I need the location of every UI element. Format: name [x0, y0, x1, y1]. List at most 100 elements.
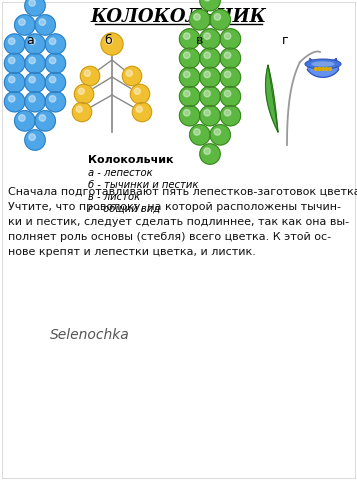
Circle shape	[210, 10, 230, 30]
Circle shape	[25, 0, 45, 16]
Polygon shape	[307, 59, 338, 77]
Circle shape	[49, 57, 56, 64]
Circle shape	[9, 76, 15, 83]
Circle shape	[15, 15, 35, 35]
Text: полняет роль основы (стебля) всего цветка. К этой ос-: полняет роль основы (стебля) всего цветк…	[8, 232, 331, 242]
Circle shape	[49, 96, 56, 102]
Circle shape	[194, 13, 200, 20]
Circle shape	[25, 72, 45, 93]
Circle shape	[76, 106, 82, 112]
Text: б - тычинки и пестик: б - тычинки и пестик	[88, 180, 198, 190]
Circle shape	[35, 110, 55, 131]
Circle shape	[200, 106, 220, 126]
Circle shape	[194, 129, 200, 135]
Circle shape	[224, 52, 231, 59]
Circle shape	[126, 70, 132, 76]
Circle shape	[224, 33, 231, 39]
Circle shape	[180, 29, 200, 49]
Circle shape	[29, 76, 35, 83]
Circle shape	[35, 15, 55, 35]
Circle shape	[204, 52, 210, 59]
Circle shape	[322, 68, 325, 71]
Circle shape	[39, 115, 46, 121]
Circle shape	[315, 68, 317, 71]
Circle shape	[25, 34, 45, 54]
Circle shape	[25, 92, 45, 112]
Circle shape	[45, 53, 66, 73]
Circle shape	[325, 68, 328, 71]
Circle shape	[204, 109, 210, 116]
Text: Сначала подготавливают пять лепестков-заготовок цветка, тычинки с пестиками и ли: Сначала подготавливают пять лепестков-за…	[8, 187, 357, 197]
Circle shape	[200, 67, 220, 87]
Circle shape	[224, 90, 231, 97]
Text: Учтите, что проволоку, на которой расположены тычин-: Учтите, что проволоку, на которой распол…	[8, 202, 341, 212]
Text: б: б	[104, 34, 112, 47]
Text: а: а	[26, 34, 34, 47]
Circle shape	[74, 84, 94, 104]
Circle shape	[9, 57, 15, 64]
Ellipse shape	[305, 59, 341, 69]
Circle shape	[204, 33, 210, 39]
Circle shape	[25, 130, 45, 150]
Circle shape	[19, 115, 25, 121]
Circle shape	[183, 71, 190, 78]
Circle shape	[204, 148, 210, 155]
Circle shape	[105, 37, 112, 45]
Circle shape	[180, 106, 200, 126]
Circle shape	[210, 125, 230, 145]
Polygon shape	[266, 65, 278, 132]
Text: Selenochka: Selenochka	[50, 328, 130, 342]
Circle shape	[180, 67, 200, 87]
Text: КОЛОКОЛЬЧИК: КОЛОКОЛЬЧИК	[90, 8, 266, 26]
Circle shape	[220, 29, 241, 49]
Circle shape	[183, 109, 190, 116]
Circle shape	[214, 129, 221, 135]
Circle shape	[200, 29, 220, 49]
Text: г: г	[282, 34, 288, 47]
Circle shape	[200, 86, 220, 107]
Circle shape	[220, 48, 241, 68]
Circle shape	[122, 66, 142, 86]
Text: в: в	[196, 34, 204, 47]
Circle shape	[190, 125, 210, 145]
Circle shape	[214, 13, 221, 20]
Circle shape	[19, 19, 25, 25]
Circle shape	[183, 33, 190, 39]
Text: нове крепят и лепестки цветка, и листик.: нове крепят и лепестки цветка, и листик.	[8, 247, 256, 257]
Circle shape	[72, 102, 92, 122]
Circle shape	[29, 57, 35, 64]
Text: ки и пестик, следует сделать подлиннее, так как она вы-: ки и пестик, следует сделать подлиннее, …	[8, 217, 349, 227]
Circle shape	[224, 109, 231, 116]
Circle shape	[29, 0, 35, 6]
Circle shape	[180, 48, 200, 68]
Circle shape	[328, 68, 331, 71]
Circle shape	[220, 106, 241, 126]
Circle shape	[39, 19, 46, 25]
Circle shape	[180, 86, 200, 107]
Circle shape	[25, 53, 45, 73]
Circle shape	[134, 88, 140, 95]
Circle shape	[220, 67, 241, 87]
Circle shape	[4, 92, 25, 112]
Circle shape	[29, 38, 35, 45]
Circle shape	[78, 88, 84, 95]
Circle shape	[4, 53, 25, 73]
Circle shape	[29, 134, 35, 141]
Text: Колокольчик: Колокольчик	[88, 155, 174, 165]
Circle shape	[101, 33, 123, 55]
Circle shape	[204, 0, 210, 1]
Circle shape	[80, 66, 100, 86]
Circle shape	[204, 71, 210, 78]
Circle shape	[45, 34, 66, 54]
Circle shape	[204, 90, 210, 97]
Circle shape	[200, 48, 220, 68]
Circle shape	[136, 106, 142, 112]
Circle shape	[190, 10, 210, 30]
Circle shape	[4, 72, 25, 93]
Circle shape	[183, 90, 190, 97]
Circle shape	[130, 84, 150, 104]
Circle shape	[9, 96, 15, 102]
Circle shape	[132, 102, 152, 122]
Circle shape	[220, 86, 241, 107]
Circle shape	[4, 34, 25, 54]
